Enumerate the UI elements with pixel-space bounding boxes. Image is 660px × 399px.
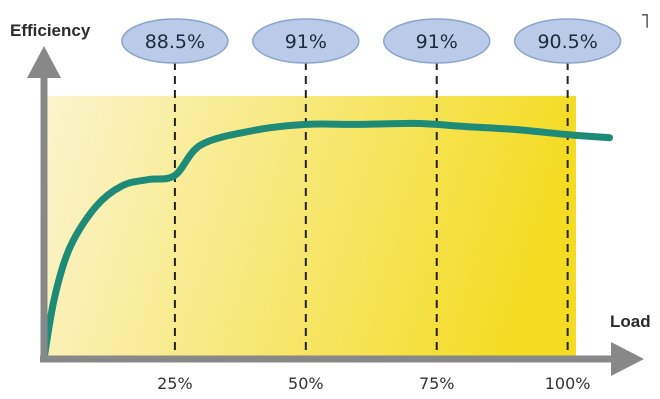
efficiency-bubble-1: 88.5% [121, 18, 229, 64]
dashed-guide-lines [173, 62, 569, 357]
bubble-shape [513, 18, 622, 64]
x-tick-label-4: 100% [545, 374, 591, 393]
efficiency-bubble-2: 91% [252, 18, 360, 64]
efficiency-curve [40, 119, 613, 363]
efficiency-bubble-3: 91% [382, 18, 491, 64]
bubble-label: 88.5% [145, 31, 205, 53]
bubble-shape [121, 18, 229, 64]
axes [27, 46, 644, 376]
plot-background [44, 96, 576, 358]
corner-mark: ˥ [640, 9, 650, 33]
y-axis-title: Efficiency [10, 21, 91, 40]
bubble-shape [382, 18, 491, 64]
bubble-label: 90.5% [537, 31, 597, 53]
efficiency-bubble-4: 90.5% [513, 18, 622, 64]
efficiency-bubbles: 88.5% 91% 91% 90.5% [121, 18, 622, 64]
bubble-label: 91% [416, 31, 458, 53]
x-axis-title: Load [610, 312, 651, 331]
y-axis-arrow [27, 46, 61, 78]
x-axis-arrow [611, 342, 644, 376]
x-tick-label-2: 50% [288, 374, 324, 393]
x-tick-label-3: 75% [419, 374, 455, 393]
bubble-shape [252, 18, 360, 64]
x-tick-labels: 25% 50% 75% 100% [157, 374, 590, 393]
bubble-label: 91% [285, 31, 327, 53]
x-tick-label-1: 25% [157, 374, 193, 393]
